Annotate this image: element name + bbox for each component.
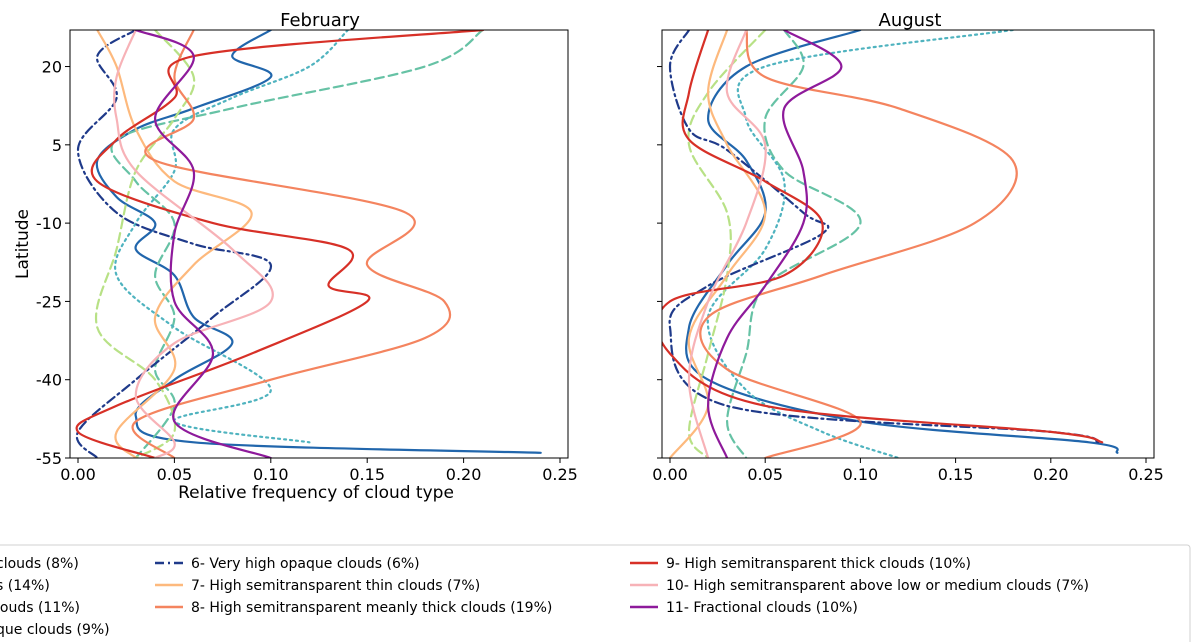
legend-item: 7- High semitransparent thin clouds (7%) [155, 578, 480, 594]
x-tick-label: 0.05 [747, 465, 783, 484]
y-tick-label: -40 [36, 371, 62, 390]
legend-item: 11- Fractional clouds (10%) [630, 600, 858, 616]
x-tick-label: 0.25 [1128, 465, 1164, 484]
series-line [96, 30, 253, 458]
x-tick: 0.25 [1128, 458, 1164, 484]
series-line [685, 30, 1119, 454]
x-axis: 0.00 0.05 0.10 0.15 0.20 0.25 [652, 458, 1164, 484]
x-tick: 0.00 [652, 458, 688, 484]
x-tick: 0.00 [60, 458, 96, 484]
legend: clouds (8%) s (14%) louds (11%) que clouds … [0, 544, 1191, 642]
x-tick-label: 0.20 [1033, 465, 1069, 484]
legend-label: que clouds (9%) [0, 622, 110, 638]
y-axis: 20 5 -10 -25 -40 -55 [36, 58, 70, 468]
y-tick: -40 [36, 371, 70, 390]
legend-item: 10- High semitransparent above low or me… [630, 578, 1089, 594]
series-layer [75, 30, 542, 458]
legend-label: 10- High semitransparent above low or me… [666, 578, 1089, 594]
y-tick: -10 [36, 214, 70, 233]
series-line [687, 30, 767, 458]
panel-august: August 0.00 0.05 0.10 0.15 0.20 0.25 [652, 10, 1164, 484]
series-line [113, 30, 274, 458]
legend-item: 8- High semitransparent meanly thick clo… [155, 600, 552, 616]
legend-item: 9- High semitransparent thick clouds (10… [630, 556, 971, 572]
series-line [707, 30, 843, 458]
x-tick: 0.10 [253, 458, 289, 484]
series-line [110, 30, 484, 458]
legend-item: louds (11%) [0, 600, 80, 616]
series-line [75, 30, 272, 458]
x-tick-label: 0.00 [652, 465, 688, 484]
x-axis-label: Relative frequency of cloud type [178, 483, 454, 503]
series-line [706, 30, 1014, 458]
panel-february: February 0.00 0.05 0.10 0.15 0.20 0.25 20 5 -10… [13, 10, 578, 503]
y-tick: 20 [42, 58, 70, 77]
x-tick-label: 0.25 [542, 465, 578, 484]
legend-item: 6- Very high opaque clouds (6%) [155, 556, 420, 572]
x-tick: 0.05 [157, 458, 193, 484]
x-tick-label: 0.15 [938, 465, 974, 484]
legend-item: que clouds (9%) [0, 622, 110, 638]
x-tick: 0.10 [843, 458, 879, 484]
series-line [95, 30, 542, 454]
legend-items: clouds (8%) s (14%) louds (11%) que clouds … [0, 556, 1089, 638]
y-tick-label: 5 [52, 136, 62, 155]
x-tick: 0.20 [446, 458, 482, 484]
y-tick: 5 [52, 136, 70, 155]
legend-item: clouds (8%) [0, 556, 79, 572]
series-line [131, 30, 452, 458]
y-tick: -55 [36, 449, 70, 468]
plot-frame [69, 29, 569, 459]
series-line [75, 30, 484, 458]
x-tick-label: 0.10 [253, 465, 289, 484]
legend-label: louds (11%) [0, 600, 80, 616]
y-tick-label: -55 [36, 449, 62, 468]
legend-label: 7- High semitransparent thin clouds (7%) [191, 578, 480, 594]
series-line [699, 30, 1018, 458]
x-tick-label: 0.05 [157, 465, 193, 484]
panel-title: February [280, 10, 360, 31]
legend-label: 11- Fractional clouds (10%) [666, 600, 858, 616]
legend-frame [0, 544, 1191, 642]
x-tick: 0.15 [938, 458, 974, 484]
series-line [662, 30, 1104, 444]
series-line [134, 30, 272, 458]
x-tick: 0.25 [542, 458, 578, 484]
series-line [668, 30, 1100, 444]
legend-item: s (14%) [0, 578, 50, 594]
plot-frame [661, 29, 1155, 459]
series-layer [662, 30, 1119, 458]
series-line [726, 30, 862, 458]
x-tick: 0.05 [747, 458, 783, 484]
legend-label: 8- High semitransparent meanly thick clo… [191, 600, 552, 616]
x-tick-label: 0.15 [349, 465, 385, 484]
y-tick: -25 [36, 292, 70, 311]
series-line [114, 30, 349, 444]
panel-title: August [879, 10, 942, 31]
x-tick-label: 0.10 [843, 465, 879, 484]
x-tick: 0.15 [349, 458, 385, 484]
x-tick: 0.20 [1033, 458, 1069, 484]
legend-label: s (14%) [0, 578, 50, 594]
legend-label: clouds (8%) [0, 556, 79, 572]
y-axis-label: Latitude [13, 209, 33, 279]
series-line [95, 30, 196, 458]
y-axis [657, 66, 662, 459]
x-tick-label: 0.20 [446, 465, 482, 484]
legend-label: 6- Very high opaque clouds (6%) [191, 556, 420, 572]
y-tick-label: -25 [36, 292, 62, 311]
x-axis: 0.00 0.05 0.10 0.15 0.20 0.25 [60, 458, 578, 484]
y-tick-label: 20 [42, 58, 62, 77]
legend-label: 9- High semitransparent thick clouds (10… [666, 556, 971, 572]
y-tick-label: -10 [36, 214, 62, 233]
x-tick-label: 0.00 [60, 465, 96, 484]
